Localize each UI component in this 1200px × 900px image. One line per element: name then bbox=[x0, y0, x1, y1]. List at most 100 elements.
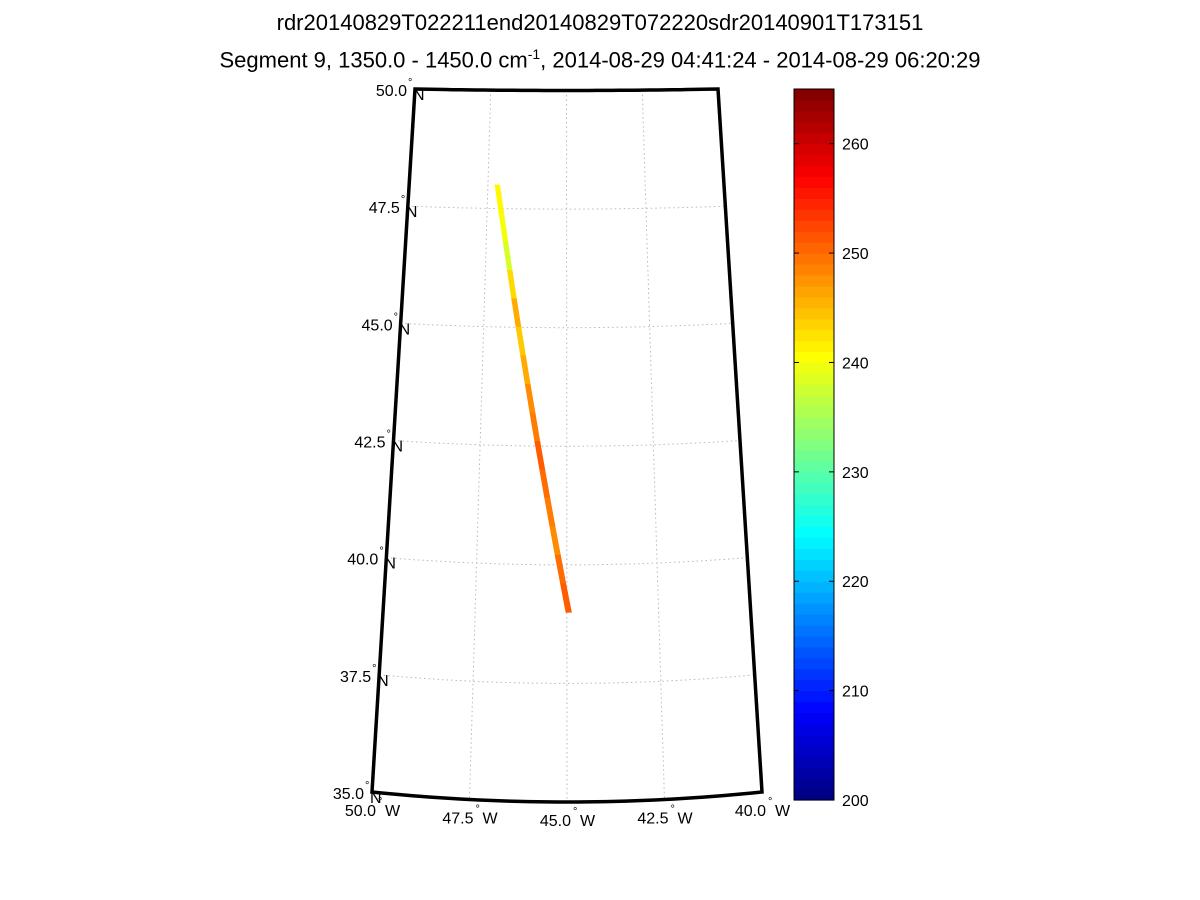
degree-symbol: ° bbox=[401, 194, 405, 206]
lon-label-value: 50.0 bbox=[345, 803, 376, 820]
colorbar-band bbox=[794, 329, 834, 342]
colorbar-tick-label: 210 bbox=[842, 684, 869, 701]
swath-data bbox=[494, 184, 572, 613]
colorbar-band bbox=[794, 220, 834, 232]
subtitle-unit-exponent: -1 bbox=[527, 46, 541, 62]
colorbar-band bbox=[794, 428, 834, 440]
lon-label-value: 47.5 bbox=[442, 811, 473, 828]
lat-label-hemisphere: N bbox=[377, 673, 389, 690]
colorbar-band bbox=[794, 154, 834, 167]
colorbar-band bbox=[794, 198, 834, 210]
lat-label-hemisphere: N bbox=[384, 556, 396, 573]
colorbar-band bbox=[794, 89, 834, 101]
colorbar-band bbox=[794, 296, 834, 309]
colorbar-band bbox=[794, 723, 834, 735]
lat-label-value: 45.0 bbox=[362, 317, 393, 334]
parallel-line bbox=[393, 440, 741, 447]
lat-label-value: 40.0 bbox=[347, 552, 378, 569]
subtitle-prefix: Segment 9, 1350.0 - 1450.0 cm bbox=[219, 47, 528, 73]
lat-label: 42.5 °N bbox=[354, 429, 403, 456]
meridian-line bbox=[469, 90, 492, 800]
swath-segment bbox=[554, 554, 567, 585]
degree-symbol: ° bbox=[372, 663, 376, 675]
colorbar-band bbox=[794, 439, 834, 451]
colorbar-band bbox=[794, 231, 834, 243]
colorbar-band bbox=[794, 635, 834, 648]
swath-segment bbox=[502, 241, 513, 271]
colorbar-band bbox=[794, 548, 834, 560]
degree-symbol: ° bbox=[365, 780, 369, 792]
colorbar-band bbox=[794, 143, 834, 156]
lon-label-hemisphere: W bbox=[385, 803, 401, 820]
degree-symbol: ° bbox=[378, 796, 382, 808]
colorbar-band bbox=[794, 110, 834, 123]
lat-label-value: 35.0 bbox=[333, 786, 364, 803]
lat-label-value: 50.0 bbox=[376, 83, 407, 100]
lat-label: 45.0 °N bbox=[362, 311, 411, 338]
degree-symbol: ° bbox=[408, 77, 412, 89]
colorbar-band bbox=[794, 701, 834, 714]
swath-segment bbox=[506, 269, 517, 300]
lat-label: 40.0 °N bbox=[347, 546, 396, 573]
colorbar-band bbox=[794, 351, 834, 364]
colorbar-band bbox=[794, 373, 834, 385]
colorbar-band bbox=[794, 285, 834, 298]
colorbar-band bbox=[794, 176, 834, 189]
swath-segment bbox=[544, 497, 556, 528]
colorbar-band bbox=[794, 307, 834, 320]
colorbar-tick-label: 250 bbox=[842, 246, 869, 263]
colorbar-band bbox=[794, 581, 834, 593]
lat-label-value: 42.5 bbox=[354, 435, 385, 452]
colorbar-band bbox=[794, 242, 834, 254]
map-frame bbox=[370, 87, 764, 804]
lon-label-value: 42.5 bbox=[637, 811, 668, 828]
swath-segment bbox=[511, 298, 522, 328]
parallel-line bbox=[407, 205, 726, 210]
colorbar-band bbox=[794, 734, 834, 746]
graticule bbox=[379, 90, 755, 803]
swath-segment bbox=[520, 355, 531, 385]
colorbar-band bbox=[794, 318, 834, 331]
degree-symbol: ° bbox=[768, 796, 772, 808]
colorbar-band bbox=[794, 460, 834, 473]
colorbar-tick-label: 230 bbox=[842, 465, 869, 482]
lon-label-hemisphere: W bbox=[580, 813, 596, 830]
lon-label: 42.5°W bbox=[637, 804, 693, 828]
swath-segment bbox=[539, 469, 551, 499]
parallel-line bbox=[386, 557, 748, 566]
colorbar-band bbox=[794, 362, 834, 374]
lat-label-hemisphere: N bbox=[370, 790, 382, 807]
lon-label: 47.5°W bbox=[442, 804, 498, 828]
colorbar-band bbox=[794, 646, 834, 659]
meridian-line bbox=[641, 90, 665, 800]
colorbar-tick-label: 240 bbox=[842, 355, 869, 372]
swath-segment bbox=[515, 326, 526, 357]
colorbar: 200 210 220 230 240 250 260 bbox=[793, 88, 869, 810]
colorbar-band bbox=[794, 471, 834, 484]
lat-label-hemisphere: N bbox=[413, 87, 425, 104]
lat-label-value: 47.5 bbox=[369, 200, 400, 217]
colorbar-band bbox=[794, 121, 834, 134]
colorbar-band bbox=[794, 603, 834, 615]
lon-label-value: 40.0 bbox=[735, 803, 766, 820]
parallel-line bbox=[400, 322, 733, 329]
colorbar-band bbox=[794, 778, 834, 790]
colorbar-band bbox=[794, 756, 834, 768]
colorbar-frame bbox=[793, 88, 835, 801]
colorbar-band bbox=[794, 253, 834, 265]
colorbar-band bbox=[794, 504, 834, 517]
lon-label-hemisphere: W bbox=[775, 803, 791, 820]
colorbar-tick-label: 260 bbox=[842, 137, 869, 154]
swath-segment bbox=[534, 440, 546, 471]
colorbar-band bbox=[794, 657, 834, 670]
lat-label-hemisphere: N bbox=[406, 204, 418, 221]
colorbar-tick-label: 220 bbox=[842, 574, 869, 591]
colorbar-band bbox=[794, 165, 834, 178]
degree-symbol: ° bbox=[379, 546, 383, 558]
colorbar-band bbox=[794, 745, 834, 757]
lat-label: 35.0 °N bbox=[333, 780, 382, 807]
colorbar-band bbox=[794, 679, 834, 692]
longitude-labels: 50.0°W 47.5°W 45.0°W 42.5°W 40.0°W bbox=[345, 796, 791, 830]
colorbar-band bbox=[794, 526, 834, 539]
colorbar-band bbox=[794, 417, 834, 429]
